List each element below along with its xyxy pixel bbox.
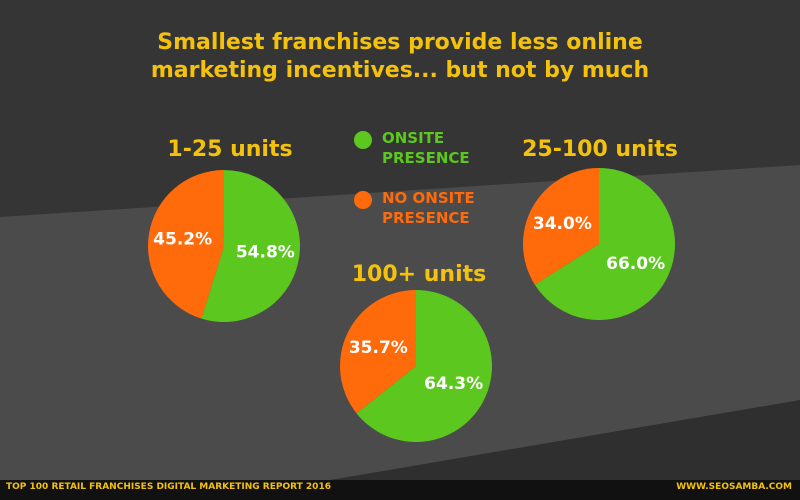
value-label: 45.2% (153, 230, 212, 250)
value-label: 34.0% (533, 214, 592, 234)
pie-title: 100+ units (352, 262, 487, 287)
pie-slice (148, 170, 224, 319)
pie-title: 1-25 units (167, 137, 292, 162)
legend-item: ONSITE PRESENCE (354, 128, 492, 168)
pie-slice (201, 170, 300, 322)
title-line: Smallest franchises provide less online (157, 30, 643, 55)
background-wedge (330, 400, 800, 480)
value-label: 35.7% (349, 338, 408, 358)
title-line: marketing incentives... but not by much (150, 58, 650, 83)
footer-bar (0, 480, 800, 500)
value-label: 66.0% (606, 254, 665, 274)
value-label: 54.8% (236, 242, 295, 262)
legend-item: NO ONSITE PRESENCE (354, 188, 492, 228)
legend-swatch (354, 191, 372, 209)
pie-slice (356, 290, 492, 443)
footer-left: TOP 100 RETAIL FRANCHISES DIGITAL MARKET… (6, 482, 331, 492)
footer-right: WWW.SEOSAMBA.COM (676, 482, 792, 492)
pie-title: 25-100 units (522, 137, 678, 162)
pie-slice (534, 168, 675, 321)
legend-swatch (354, 131, 372, 149)
pie-slice (340, 290, 416, 414)
value-label: 64.3% (424, 374, 483, 394)
legend-label: ONSITE PRESENCE (382, 129, 470, 167)
pie-slice (523, 168, 599, 285)
legend-label: NO ONSITE PRESENCE (382, 189, 475, 227)
